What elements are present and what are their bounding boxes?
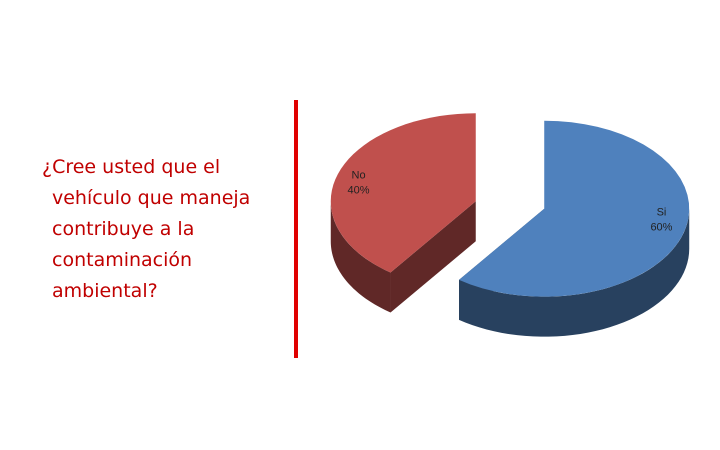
slice-label: 60% <box>650 222 672 234</box>
slice <box>459 120 690 297</box>
slice-wall <box>390 201 476 313</box>
slice-category: No <box>352 169 366 181</box>
slice-category: Si <box>657 207 667 219</box>
question: ¿Cree usted que el vehículo que maneja c… <box>42 156 251 302</box>
slice-side <box>330 201 391 313</box>
slice-side <box>459 208 690 337</box>
divider <box>294 100 298 358</box>
slice <box>330 113 476 273</box>
slice-label: 40% <box>348 184 370 196</box>
